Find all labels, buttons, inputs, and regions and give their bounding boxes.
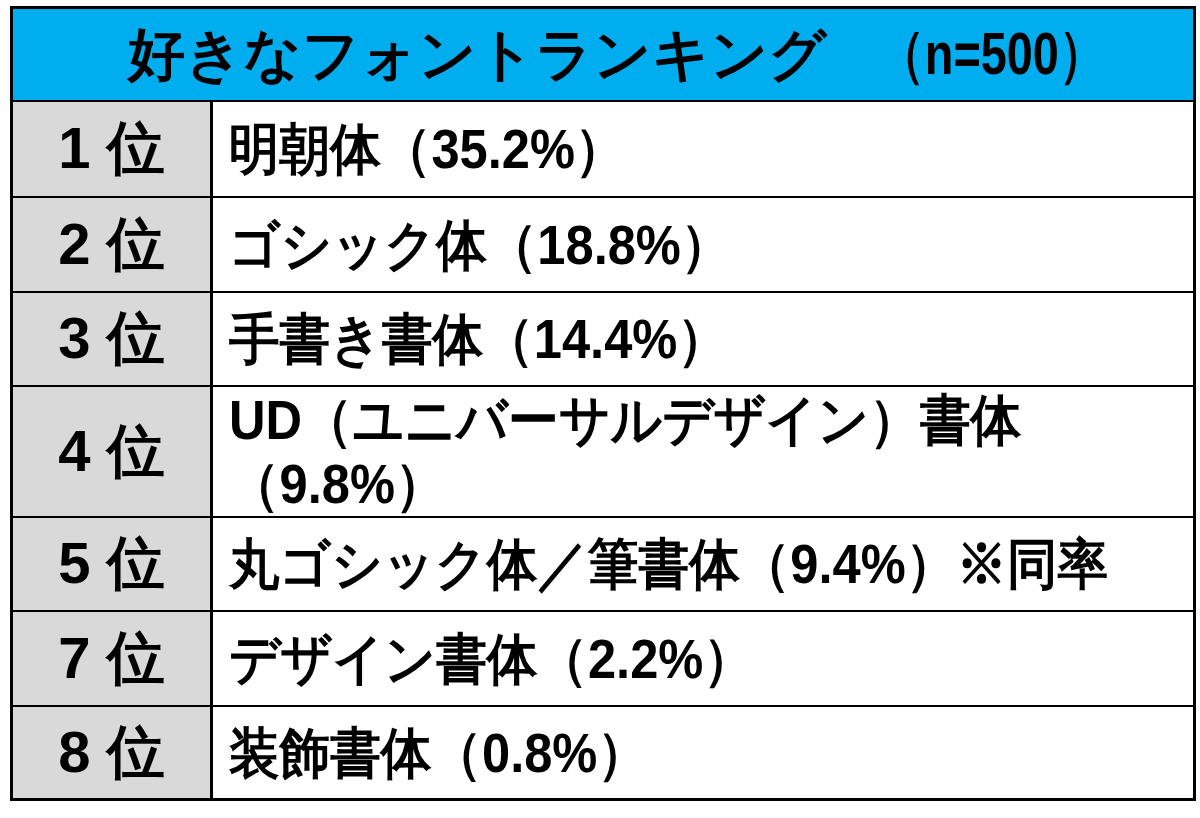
font-name-cell: UD（ユニバーサルデザイン）書体 （9.8%） [213,387,1193,516]
table-row: 5 位 丸ゴシック体／筆書体（9.4%）※同率 [13,516,1193,610]
rank-cell: 1 位 [13,102,213,196]
table-title: 好きなフォントランキング [128,22,827,86]
rank-cell: 8 位 [13,707,213,798]
font-name-cell: 手書き書体（14.4%） [213,293,1193,385]
table-row: 2 位 ゴシック体（18.8%） [13,196,1193,291]
font-name-text: デザイン書体（2.2%） [229,627,1116,691]
table-header-line: 好きなフォントランキング （n=500） [128,14,1103,95]
table-row: 4 位 UD（ユニバーサルデザイン）書体 （9.8%） [13,385,1193,516]
ranking-table: 好きなフォントランキング （n=500） 1 位 明朝体（35.2%） 2 位 ゴ… [10,6,1196,801]
font-name-cell: 装飾書体（0.8%） [213,707,1193,798]
font-name-cell: 明朝体（35.2%） [213,102,1193,196]
font-name-text: 丸ゴシック体／筆書体（9.4%）※同率 [229,532,1116,596]
font-name-text: ゴシック体（18.8%） [229,213,1116,277]
font-name-text: 明朝体（35.2%） [229,117,1116,181]
font-name-text: 装飾書体（0.8%） [229,721,1116,785]
font-name-cell: デザイン書体（2.2%） [213,612,1193,705]
font-name-text: （9.8%） [229,452,1116,516]
table-row: 8 位 装飾書体（0.8%） [13,705,1193,798]
rank-cell: 5 位 [13,518,213,610]
rank-cell: 3 位 [13,293,213,385]
font-name-text: UD（ユニバーサルデザイン）書体 [229,388,1116,452]
font-name-cell: 丸ゴシック体／筆書体（9.4%）※同率 [213,518,1193,610]
font-name-cell: ゴシック体（18.8%） [213,198,1193,291]
table-row: 3 位 手書き書体（14.4%） [13,291,1193,385]
font-name-text: 手書き書体（14.4%） [229,307,1116,371]
table-row: 7 位 デザイン書体（2.2%） [13,610,1193,705]
table-header: 好きなフォントランキング （n=500） [13,9,1193,100]
rank-cell: 2 位 [13,198,213,291]
table-row: 1 位 明朝体（35.2%） [13,100,1193,196]
rank-cell: 4 位 [13,387,213,516]
sample-size: （n=500） [878,14,1103,95]
rank-cell: 7 位 [13,612,213,705]
